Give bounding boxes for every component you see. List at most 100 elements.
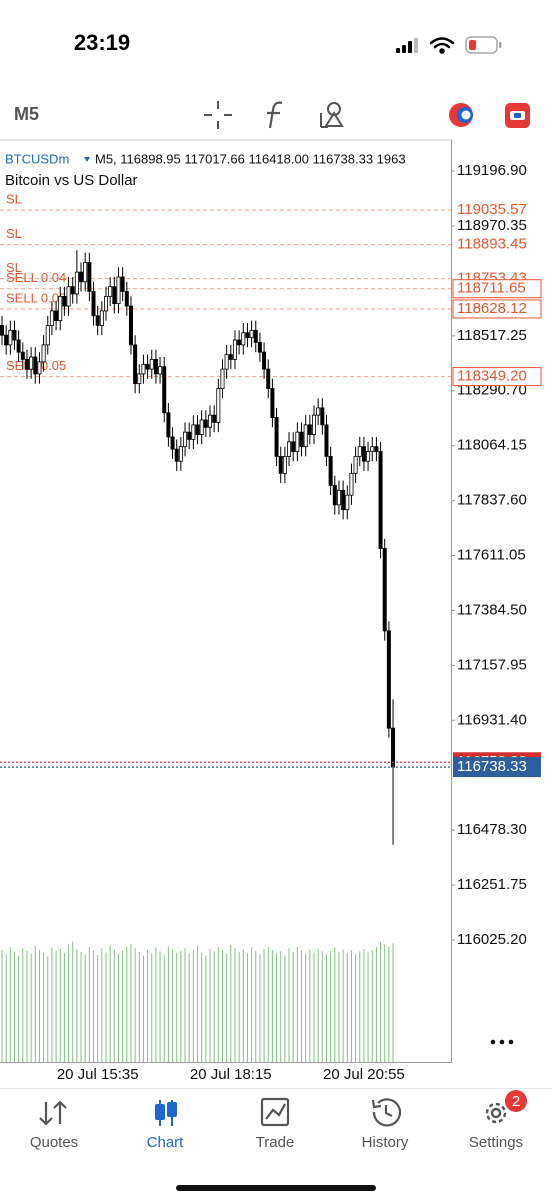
candle-body	[324, 424, 329, 457]
candle-body	[212, 414, 217, 423]
y-tick-label: 116025.20	[457, 931, 527, 948]
order-price-label: 118628.12	[457, 300, 527, 317]
candle-body	[328, 455, 333, 486]
candle-body	[374, 446, 379, 452]
candle-body	[366, 451, 371, 462]
badge-count: 2	[512, 1093, 520, 1110]
candle-body	[162, 366, 167, 414]
candle-body	[353, 455, 358, 474]
candle-body	[83, 262, 88, 283]
candle-body	[158, 366, 163, 375]
trade-icon	[260, 1097, 290, 1127]
y-tick-label: 116931.40	[457, 711, 527, 728]
candle-body	[62, 295, 67, 307]
candle-body	[224, 354, 229, 370]
tab-label[interactable]: Chart	[147, 1134, 185, 1151]
trade-button[interactable]	[449, 103, 473, 127]
candle-body	[20, 351, 25, 360]
objects-button[interactable]	[320, 102, 344, 128]
candle-body	[266, 368, 271, 389]
order-price-box	[452, 279, 542, 299]
candle-body	[149, 359, 154, 370]
y-tick-label: 118064.15	[457, 437, 527, 454]
candle-body	[262, 351, 267, 370]
candle-body	[16, 339, 21, 353]
candle-body	[29, 356, 34, 370]
candle-body	[133, 344, 138, 385]
candle-body	[183, 431, 188, 448]
tab-label[interactable]: Trade	[256, 1134, 295, 1151]
chart-icon	[155, 1100, 177, 1126]
battery-icon	[465, 36, 502, 54]
candle-body	[87, 262, 92, 292]
candle-body	[245, 332, 250, 338]
symbol-description: Bitcoin vs US Dollar	[5, 172, 138, 189]
candle-body	[33, 356, 38, 375]
candle-body	[112, 286, 117, 305]
indicators-button[interactable]	[267, 101, 283, 129]
candle-body	[120, 276, 125, 292]
candle-body	[128, 305, 133, 346]
candle-body	[349, 472, 354, 496]
candle-body	[116, 276, 121, 305]
candle-body	[104, 295, 109, 312]
account-button[interactable]	[505, 103, 530, 128]
order-label: SL	[6, 260, 22, 275]
candle-body	[166, 412, 171, 438]
y-tick-label: 119196.90	[457, 162, 527, 179]
symbol-dropdown[interactable]	[84, 157, 90, 162]
y-tick-label: 117384.50	[457, 601, 527, 618]
order-price-bg	[453, 235, 541, 254]
candle-body	[37, 361, 42, 375]
candle-body	[178, 446, 183, 462]
bid-price-box	[453, 757, 541, 778]
candle-body	[228, 354, 233, 360]
candle-body	[216, 388, 221, 423]
y-tick-label: 118517.25	[457, 327, 527, 344]
wifi-icon	[429, 37, 455, 54]
bid-price-label: 116738.33	[457, 758, 527, 775]
order-price-box	[452, 299, 542, 319]
candle-body	[382, 548, 387, 632]
clock: 23:19	[74, 30, 130, 55]
signal-icon	[396, 38, 418, 53]
candle-body	[79, 271, 84, 283]
tab-bar: Quotes Chart Trade History Settings	[30, 1134, 523, 1151]
candle-body	[345, 494, 350, 511]
y-tick-label: 117837.60	[457, 492, 527, 509]
order-label: SL	[6, 226, 22, 241]
more-button[interactable]	[490, 1039, 514, 1045]
candle-body	[8, 329, 13, 346]
candle-body	[278, 455, 283, 474]
symbol[interactable]: BTCUSDm	[5, 151, 69, 166]
candle-body	[299, 431, 304, 448]
candle-body	[66, 286, 71, 307]
tab-label[interactable]: Quotes	[30, 1134, 78, 1151]
order-price-label: 119035.57	[457, 201, 527, 218]
y-tick-label: 116251.75	[457, 876, 527, 893]
tab-label[interactable]: Settings	[469, 1134, 523, 1151]
time-label: 20 Jul 15:35	[57, 1066, 139, 1083]
timeframe-button[interactable]: M5	[14, 104, 39, 124]
candle-body	[270, 388, 275, 418]
candle-body	[341, 489, 346, 511]
order-label: SELL 0.04	[6, 270, 66, 285]
candle-body	[253, 329, 258, 343]
crosshair-button[interactable]	[204, 101, 232, 129]
candle-body	[295, 431, 300, 452]
candle-body	[220, 368, 225, 389]
candle-body	[49, 310, 54, 326]
candle-body	[191, 424, 196, 440]
candle-body	[124, 291, 129, 307]
candle-body	[282, 455, 287, 474]
tab-label[interactable]: History	[362, 1134, 409, 1151]
candle-body	[332, 485, 337, 506]
candle-body	[287, 441, 292, 457]
candle-body	[361, 446, 366, 462]
history-icon	[371, 1098, 402, 1127]
price-axis: 119196.90118970.35118517.25118290.701180…	[452, 162, 542, 948]
home-indicator	[176, 1185, 376, 1191]
